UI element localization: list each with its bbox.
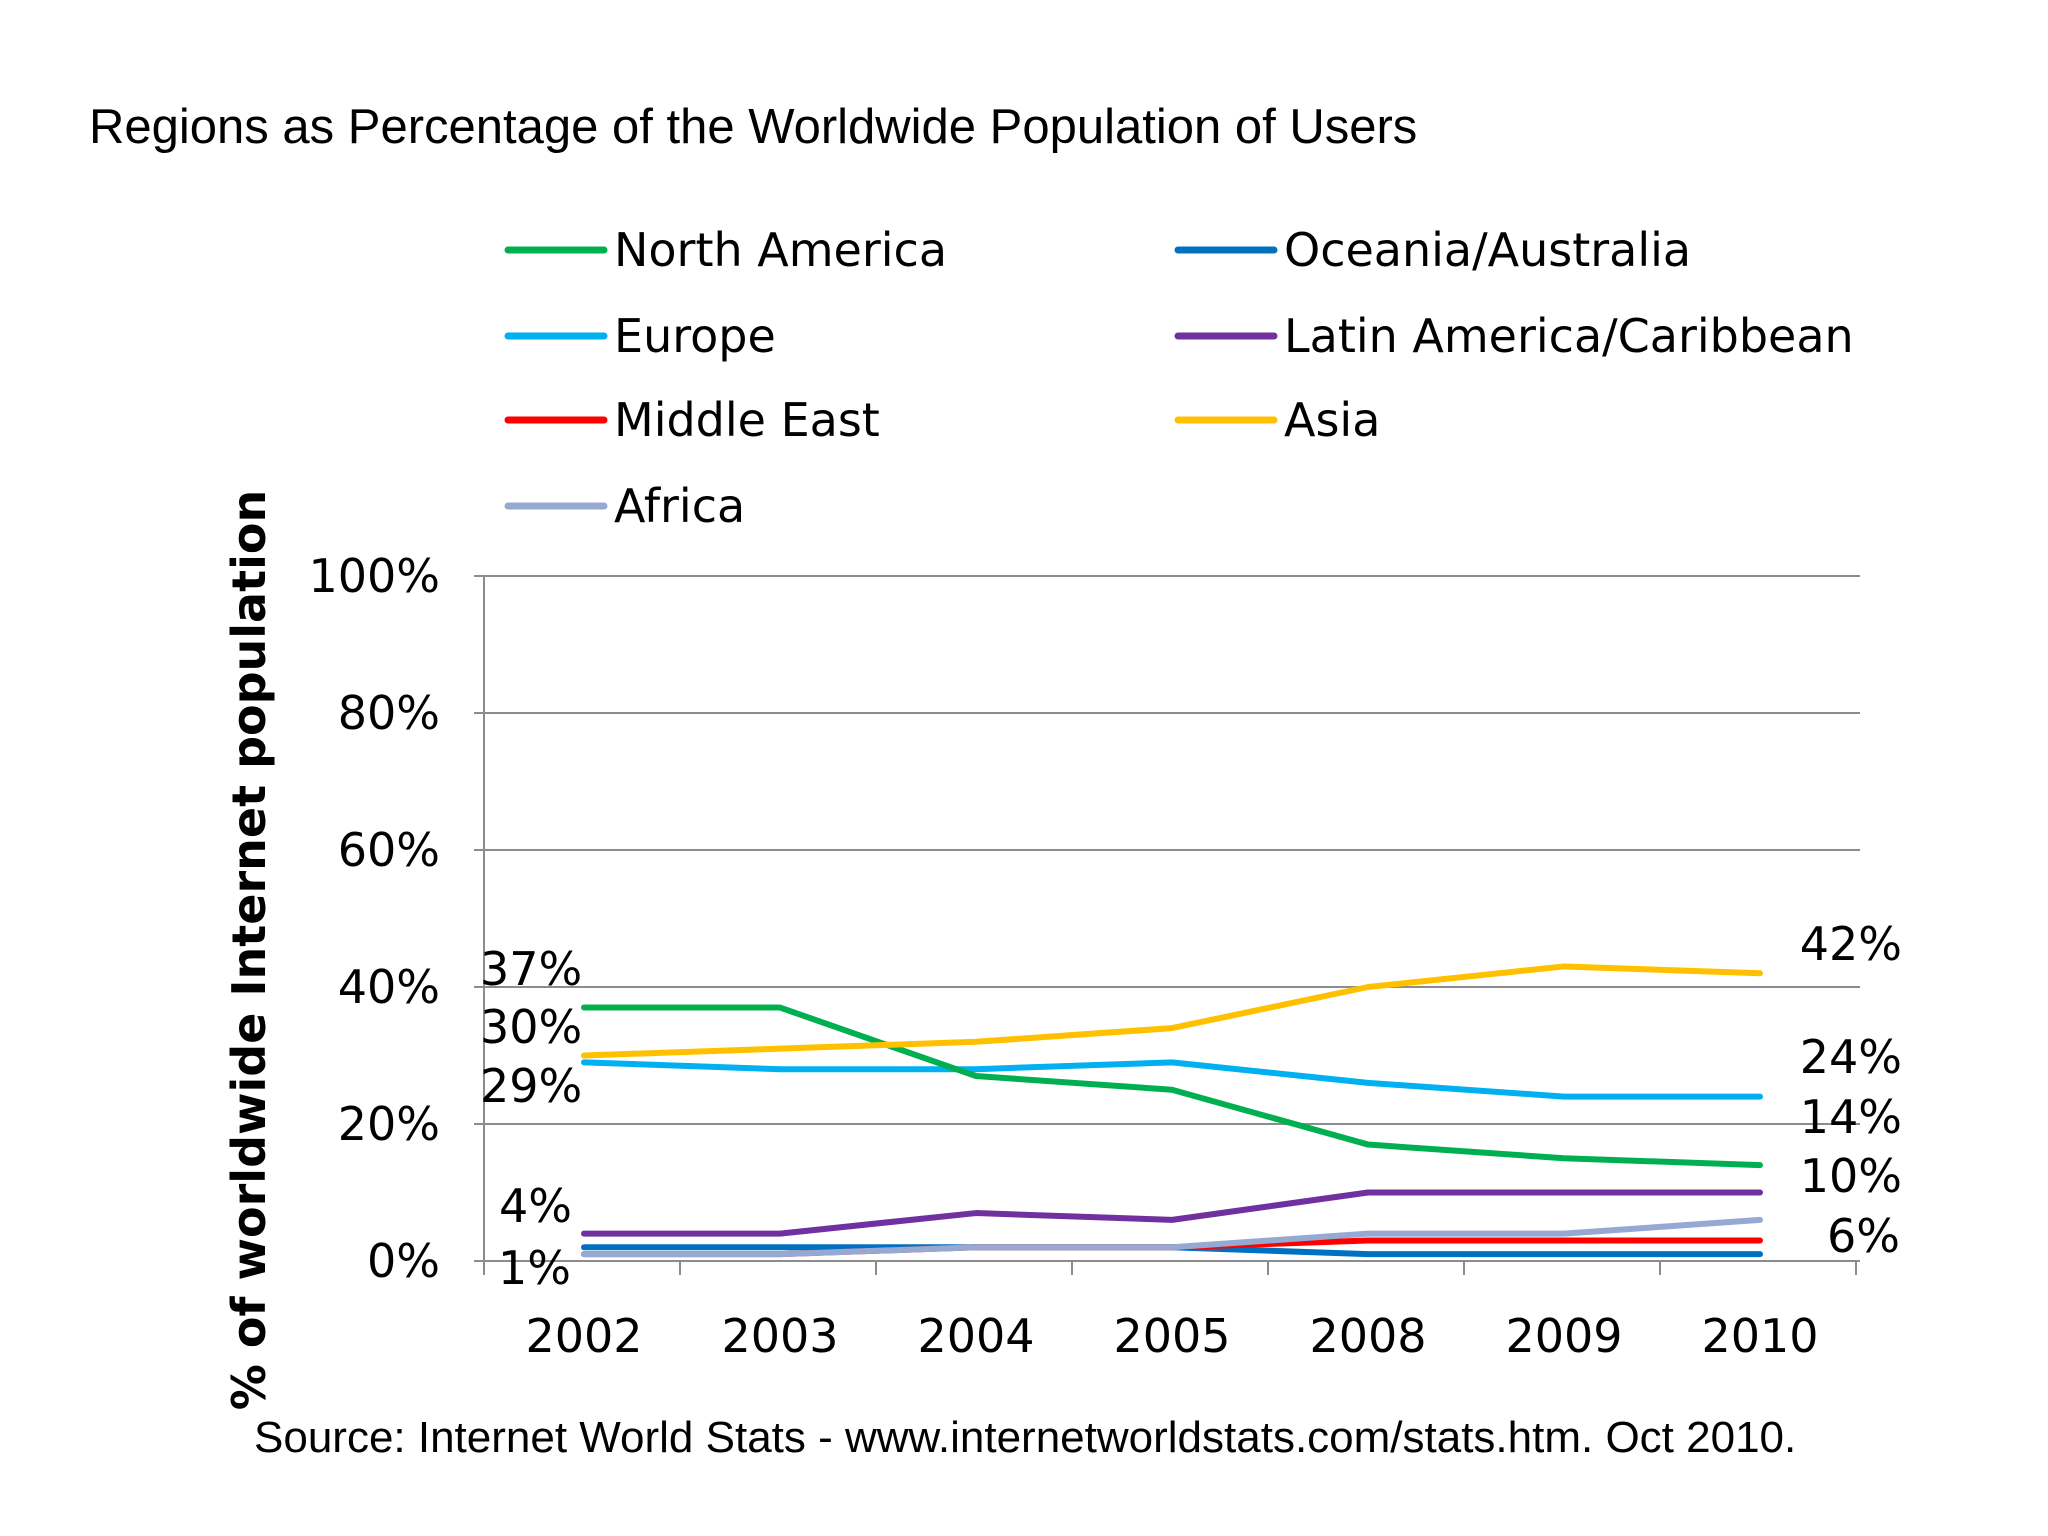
x-tick-label: 2003 <box>721 1309 838 1363</box>
series-lines <box>581 963 1763 1258</box>
x-tick-label: 2009 <box>1505 1309 1622 1363</box>
value-annotations: 37%30%29% 4% 1% 42% 24% 14%10% 6% <box>480 917 1902 1295</box>
y-axis-label: % of worldwide Internet population <box>222 490 276 1410</box>
legend-label-asia: Asia <box>1284 393 1380 447</box>
page-title: Regions as Percentage of the Worldwide P… <box>89 100 1418 154</box>
x-tick-label: 2002 <box>525 1309 642 1363</box>
annotation-right: 24% <box>1800 1030 1902 1084</box>
legend-label-latin-america-caribbean: Latin America/Caribbean <box>1284 309 1854 363</box>
legend-label-europe: Europe <box>614 309 776 363</box>
y-tick-label: 20% <box>338 1097 440 1151</box>
legend-label-oceania-australia: Oceania/Australia <box>1284 223 1691 277</box>
annotation-right: 42% <box>1800 917 1902 971</box>
annotation-left: 30% <box>480 1000 582 1054</box>
y-tick-label: 40% <box>338 960 440 1014</box>
y-tick-label: 60% <box>338 823 440 877</box>
series-line-latin-america-caribbean <box>581 1189 1763 1237</box>
annotation-right: 14% <box>1800 1090 1902 1144</box>
annotation-right: 6% <box>1827 1209 1900 1263</box>
series-line-africa <box>581 1216 1763 1258</box>
x-tick-label: 2005 <box>1113 1309 1230 1363</box>
series-line-north-america <box>581 1004 1763 1169</box>
y-tick-label: 0% <box>367 1234 440 1288</box>
legend-label-north-america: North America <box>614 223 947 277</box>
grid-lines <box>484 575 1860 1262</box>
annotation-left: 1% <box>498 1241 571 1295</box>
legend: North America Oceania/Australia Europe Lati… <box>504 223 1854 533</box>
series-line-europe <box>581 1059 1763 1100</box>
legend-label-middle-east: Middle East <box>614 393 880 447</box>
annotation-left: 29% <box>480 1059 582 1113</box>
annotation-right: 10% <box>1800 1149 1902 1203</box>
x-tick-label: 2010 <box>1701 1309 1818 1363</box>
y-tick-label: 80% <box>338 686 440 740</box>
series-line-asia <box>581 963 1763 1059</box>
source-note: Source: Internet World Stats - www.inter… <box>254 1413 1796 1462</box>
annotation-left: 37% <box>480 942 582 996</box>
annotation-left: 4% <box>499 1179 572 1233</box>
axes <box>474 575 1857 1275</box>
x-tick-label: 2008 <box>1309 1309 1426 1363</box>
legend-label-africa: Africa <box>614 479 745 533</box>
y-tick-label: 100% <box>308 549 440 603</box>
x-tick-label: 2004 <box>917 1309 1034 1363</box>
tick-labels: 0% 20% 40% 60% 80% 100% 2002 2003 2004 2005 2008 20… <box>308 549 1818 1363</box>
